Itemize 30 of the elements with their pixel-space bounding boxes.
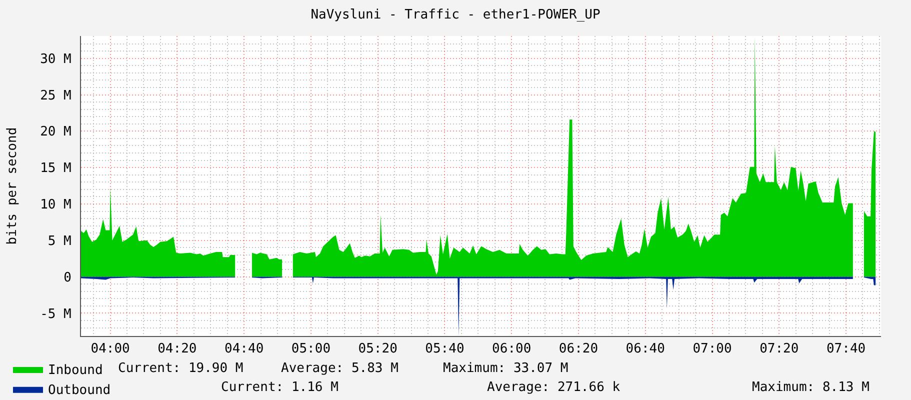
x-tick-label: 05:00 [291, 342, 331, 357]
y-tick-label: -5 M [40, 306, 72, 322]
y-axis-title: bits per second [5, 127, 20, 245]
y-tick-label: 25 M [40, 88, 72, 104]
text: Average: 271.66 k [487, 380, 620, 395]
text: Current: 19.90 M [118, 361, 244, 376]
x-tick-label: 07:40 [826, 342, 866, 357]
x-tick-label: 06:20 [558, 342, 598, 357]
chart-title: NaVysluni - Traffic - ether1-POWER_UP [310, 8, 600, 23]
x-tick-label: 05:40 [425, 342, 464, 357]
x-tick-label: 04:20 [158, 342, 197, 357]
x-tick-label: 04:40 [224, 342, 264, 357]
x-tick-label: 07:00 [692, 342, 732, 357]
legend-label: Inbound [48, 363, 103, 378]
y-tick-label: 20 M [40, 124, 72, 140]
y-tick-label: 5 M [48, 234, 72, 249]
x-tick-label: 05:20 [358, 342, 398, 357]
text: Maximum: 33.07 M [443, 361, 568, 376]
x-tick-label: 06:00 [492, 342, 532, 357]
text: Maximum: 8.13 M [752, 380, 870, 395]
x-tick-label: 04:00 [90, 342, 130, 357]
y-tick-label: 30 M [40, 52, 72, 67]
legend-label: Outbound [48, 382, 111, 398]
x-tick-label: 07:20 [760, 342, 799, 357]
y-tick-label: 15 M [40, 161, 72, 176]
y-tick-label: 10 M [40, 198, 72, 213]
text: Current: 1.16 M [221, 380, 339, 395]
text: Average: 5.83 M [281, 361, 399, 376]
x-tick-label: 06:40 [626, 342, 665, 357]
y-tick-label: 0 [64, 270, 72, 286]
